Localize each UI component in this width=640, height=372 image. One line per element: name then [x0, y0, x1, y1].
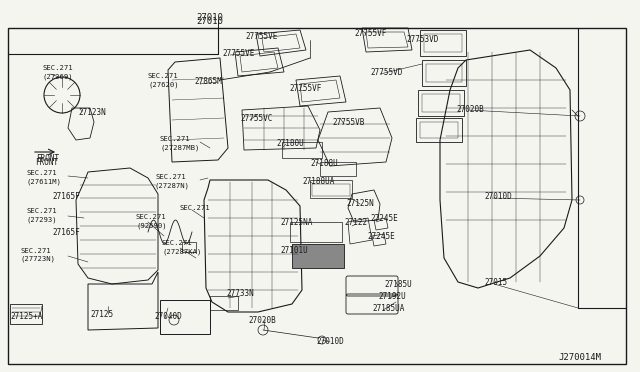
Bar — [182, 242, 196, 252]
Text: 27865M: 27865M — [194, 77, 221, 86]
Text: 27753VD: 27753VD — [406, 35, 438, 44]
Text: 27755VE: 27755VE — [222, 49, 254, 58]
Text: 27010: 27010 — [196, 13, 223, 22]
Text: 27245E: 27245E — [370, 214, 397, 223]
Text: 27125N: 27125N — [346, 199, 374, 208]
Text: 27755VC: 27755VC — [240, 114, 273, 123]
Text: 27125NA: 27125NA — [280, 218, 312, 227]
Text: (27287KA): (27287KA) — [162, 248, 202, 254]
Bar — [426, 64, 462, 82]
Text: 27755VF: 27755VF — [289, 84, 321, 93]
Text: 27122: 27122 — [344, 218, 367, 227]
Text: 27010D: 27010D — [484, 192, 512, 201]
Text: 27020B: 27020B — [456, 105, 484, 114]
Bar — [210, 296, 238, 310]
Text: 27101U: 27101U — [280, 246, 308, 255]
Bar — [10, 304, 42, 324]
Text: SEC.271: SEC.271 — [136, 214, 166, 220]
Bar — [310, 180, 352, 198]
Text: FRONT: FRONT — [36, 154, 59, 163]
Bar — [290, 222, 342, 242]
Text: 27165F: 27165F — [52, 192, 80, 201]
Text: 27192U: 27192U — [378, 292, 406, 301]
Bar — [320, 162, 356, 176]
Text: (92590): (92590) — [136, 222, 166, 228]
Text: (27611M): (27611M) — [26, 178, 61, 185]
Text: SEC.271: SEC.271 — [180, 205, 211, 211]
Text: 27755VD: 27755VD — [370, 68, 403, 77]
Text: SEC.271: SEC.271 — [160, 136, 191, 142]
Bar — [416, 118, 462, 142]
Bar — [422, 94, 460, 112]
Text: 27010: 27010 — [196, 17, 223, 26]
Text: 27165F: 27165F — [52, 228, 80, 237]
Text: SEC.271: SEC.271 — [26, 170, 56, 176]
Text: (27293): (27293) — [26, 216, 56, 222]
Bar — [418, 90, 464, 116]
Bar — [420, 30, 466, 56]
Text: 27188UA: 27188UA — [302, 177, 334, 186]
Text: 27185U: 27185U — [384, 280, 412, 289]
Text: (27620): (27620) — [148, 81, 179, 87]
Text: SEC.271: SEC.271 — [162, 240, 193, 246]
Text: 27180U: 27180U — [276, 139, 304, 148]
Text: SEC.271: SEC.271 — [155, 174, 186, 180]
Text: 27020B: 27020B — [248, 316, 276, 325]
Text: FRONT: FRONT — [35, 158, 58, 167]
Text: 27188U: 27188U — [310, 159, 338, 168]
Text: SEC.271: SEC.271 — [26, 208, 56, 214]
Bar — [422, 60, 466, 86]
Text: 27040D: 27040D — [154, 312, 182, 321]
Bar — [312, 184, 350, 196]
Text: 27185UA: 27185UA — [372, 304, 404, 313]
Text: SEC.271: SEC.271 — [148, 73, 179, 79]
Text: 27010D: 27010D — [316, 337, 344, 346]
Bar — [282, 142, 322, 158]
Bar — [420, 122, 458, 138]
Text: (27269): (27269) — [42, 73, 72, 80]
Text: (27287MB): (27287MB) — [160, 144, 200, 151]
Text: 27755VB: 27755VB — [332, 118, 364, 127]
Text: SEC.271: SEC.271 — [42, 65, 72, 71]
Bar — [424, 34, 462, 52]
Text: 27245E: 27245E — [367, 232, 395, 241]
Text: 27125+A: 27125+A — [10, 312, 42, 321]
Bar — [292, 244, 344, 268]
Text: (27287N): (27287N) — [155, 182, 190, 189]
Text: 27123N: 27123N — [78, 108, 106, 117]
Text: 27733N: 27733N — [226, 289, 253, 298]
Text: 27125: 27125 — [90, 310, 113, 319]
Text: 27755VF: 27755VF — [354, 29, 387, 38]
Text: J270014M: J270014M — [558, 353, 601, 362]
Bar — [160, 300, 210, 334]
Text: SEC.271: SEC.271 — [20, 248, 51, 254]
Text: 27015: 27015 — [484, 278, 507, 287]
Text: (27723N): (27723N) — [20, 256, 55, 263]
Text: 27755VE: 27755VE — [245, 32, 277, 41]
